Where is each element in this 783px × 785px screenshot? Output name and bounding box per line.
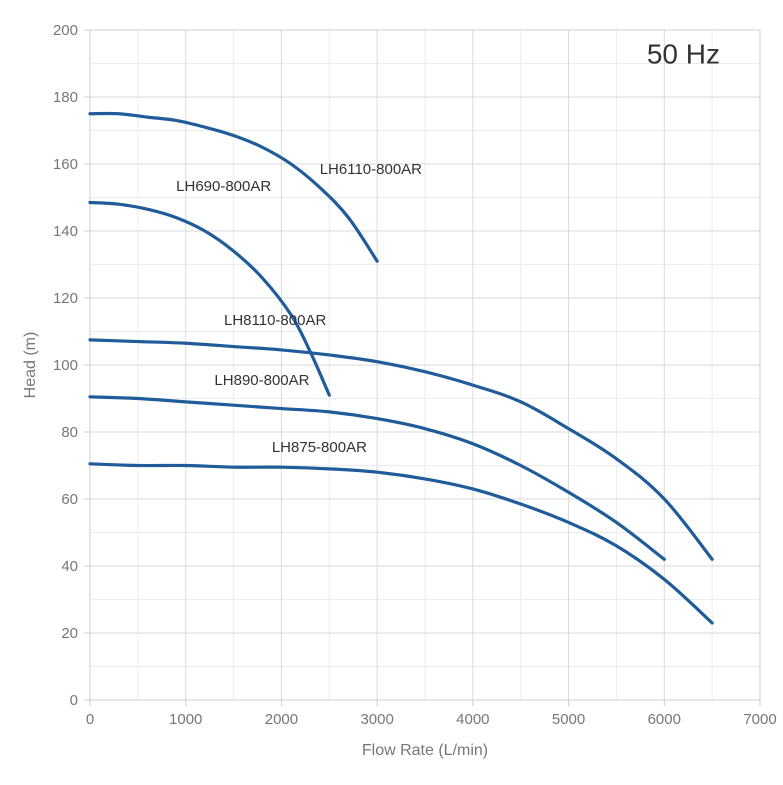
series-label-LH875-800AR: LH875-800AR [272, 439, 367, 456]
x-axis-label: Flow Rate (L/min) [362, 742, 488, 759]
x-tick-label: 2000 [265, 711, 298, 728]
frequency-annotation: 50 Hz [647, 39, 720, 70]
y-tick-label: 0 [70, 692, 78, 709]
y-tick-label: 160 [53, 156, 78, 173]
y-tick-label: 120 [53, 290, 78, 307]
series-label-LH6110-800AR: LH6110-800AR [320, 161, 422, 178]
y-tick-label: 180 [53, 89, 78, 106]
x-tick-label: 4000 [456, 711, 489, 728]
x-tick-label: 6000 [648, 711, 681, 728]
x-tick-label: 7000 [743, 711, 776, 728]
y-axis-label: Head (m) [22, 332, 39, 399]
x-tick-label: 1000 [169, 711, 202, 728]
y-tick-label: 80 [61, 424, 78, 441]
y-tick-label: 20 [61, 625, 78, 642]
series-label-LH690-800AR: LH690-800AR [176, 178, 271, 195]
x-tick-label: 0 [86, 711, 94, 728]
y-tick-label: 60 [61, 491, 78, 508]
y-tick-label: 200 [53, 22, 78, 39]
chart-svg: 0 1000 2000 3000 4000 5000 6000 7000 0 20 40 60 80 10… [0, 0, 783, 785]
y-tick-label: 100 [53, 357, 78, 374]
pump-curve-chart: 0 1000 2000 3000 4000 5000 6000 7000 0 20 40 60 80 10… [0, 0, 783, 785]
y-tick-label: 40 [61, 558, 78, 575]
series-label-LH8110-800AR: LH8110-800AR [224, 312, 326, 329]
y-tick-label: 140 [53, 223, 78, 240]
x-tick-label: 3000 [360, 711, 393, 728]
x-tick-label: 5000 [552, 711, 585, 728]
series-label-LH890-800AR: LH890-800AR [214, 372, 309, 389]
